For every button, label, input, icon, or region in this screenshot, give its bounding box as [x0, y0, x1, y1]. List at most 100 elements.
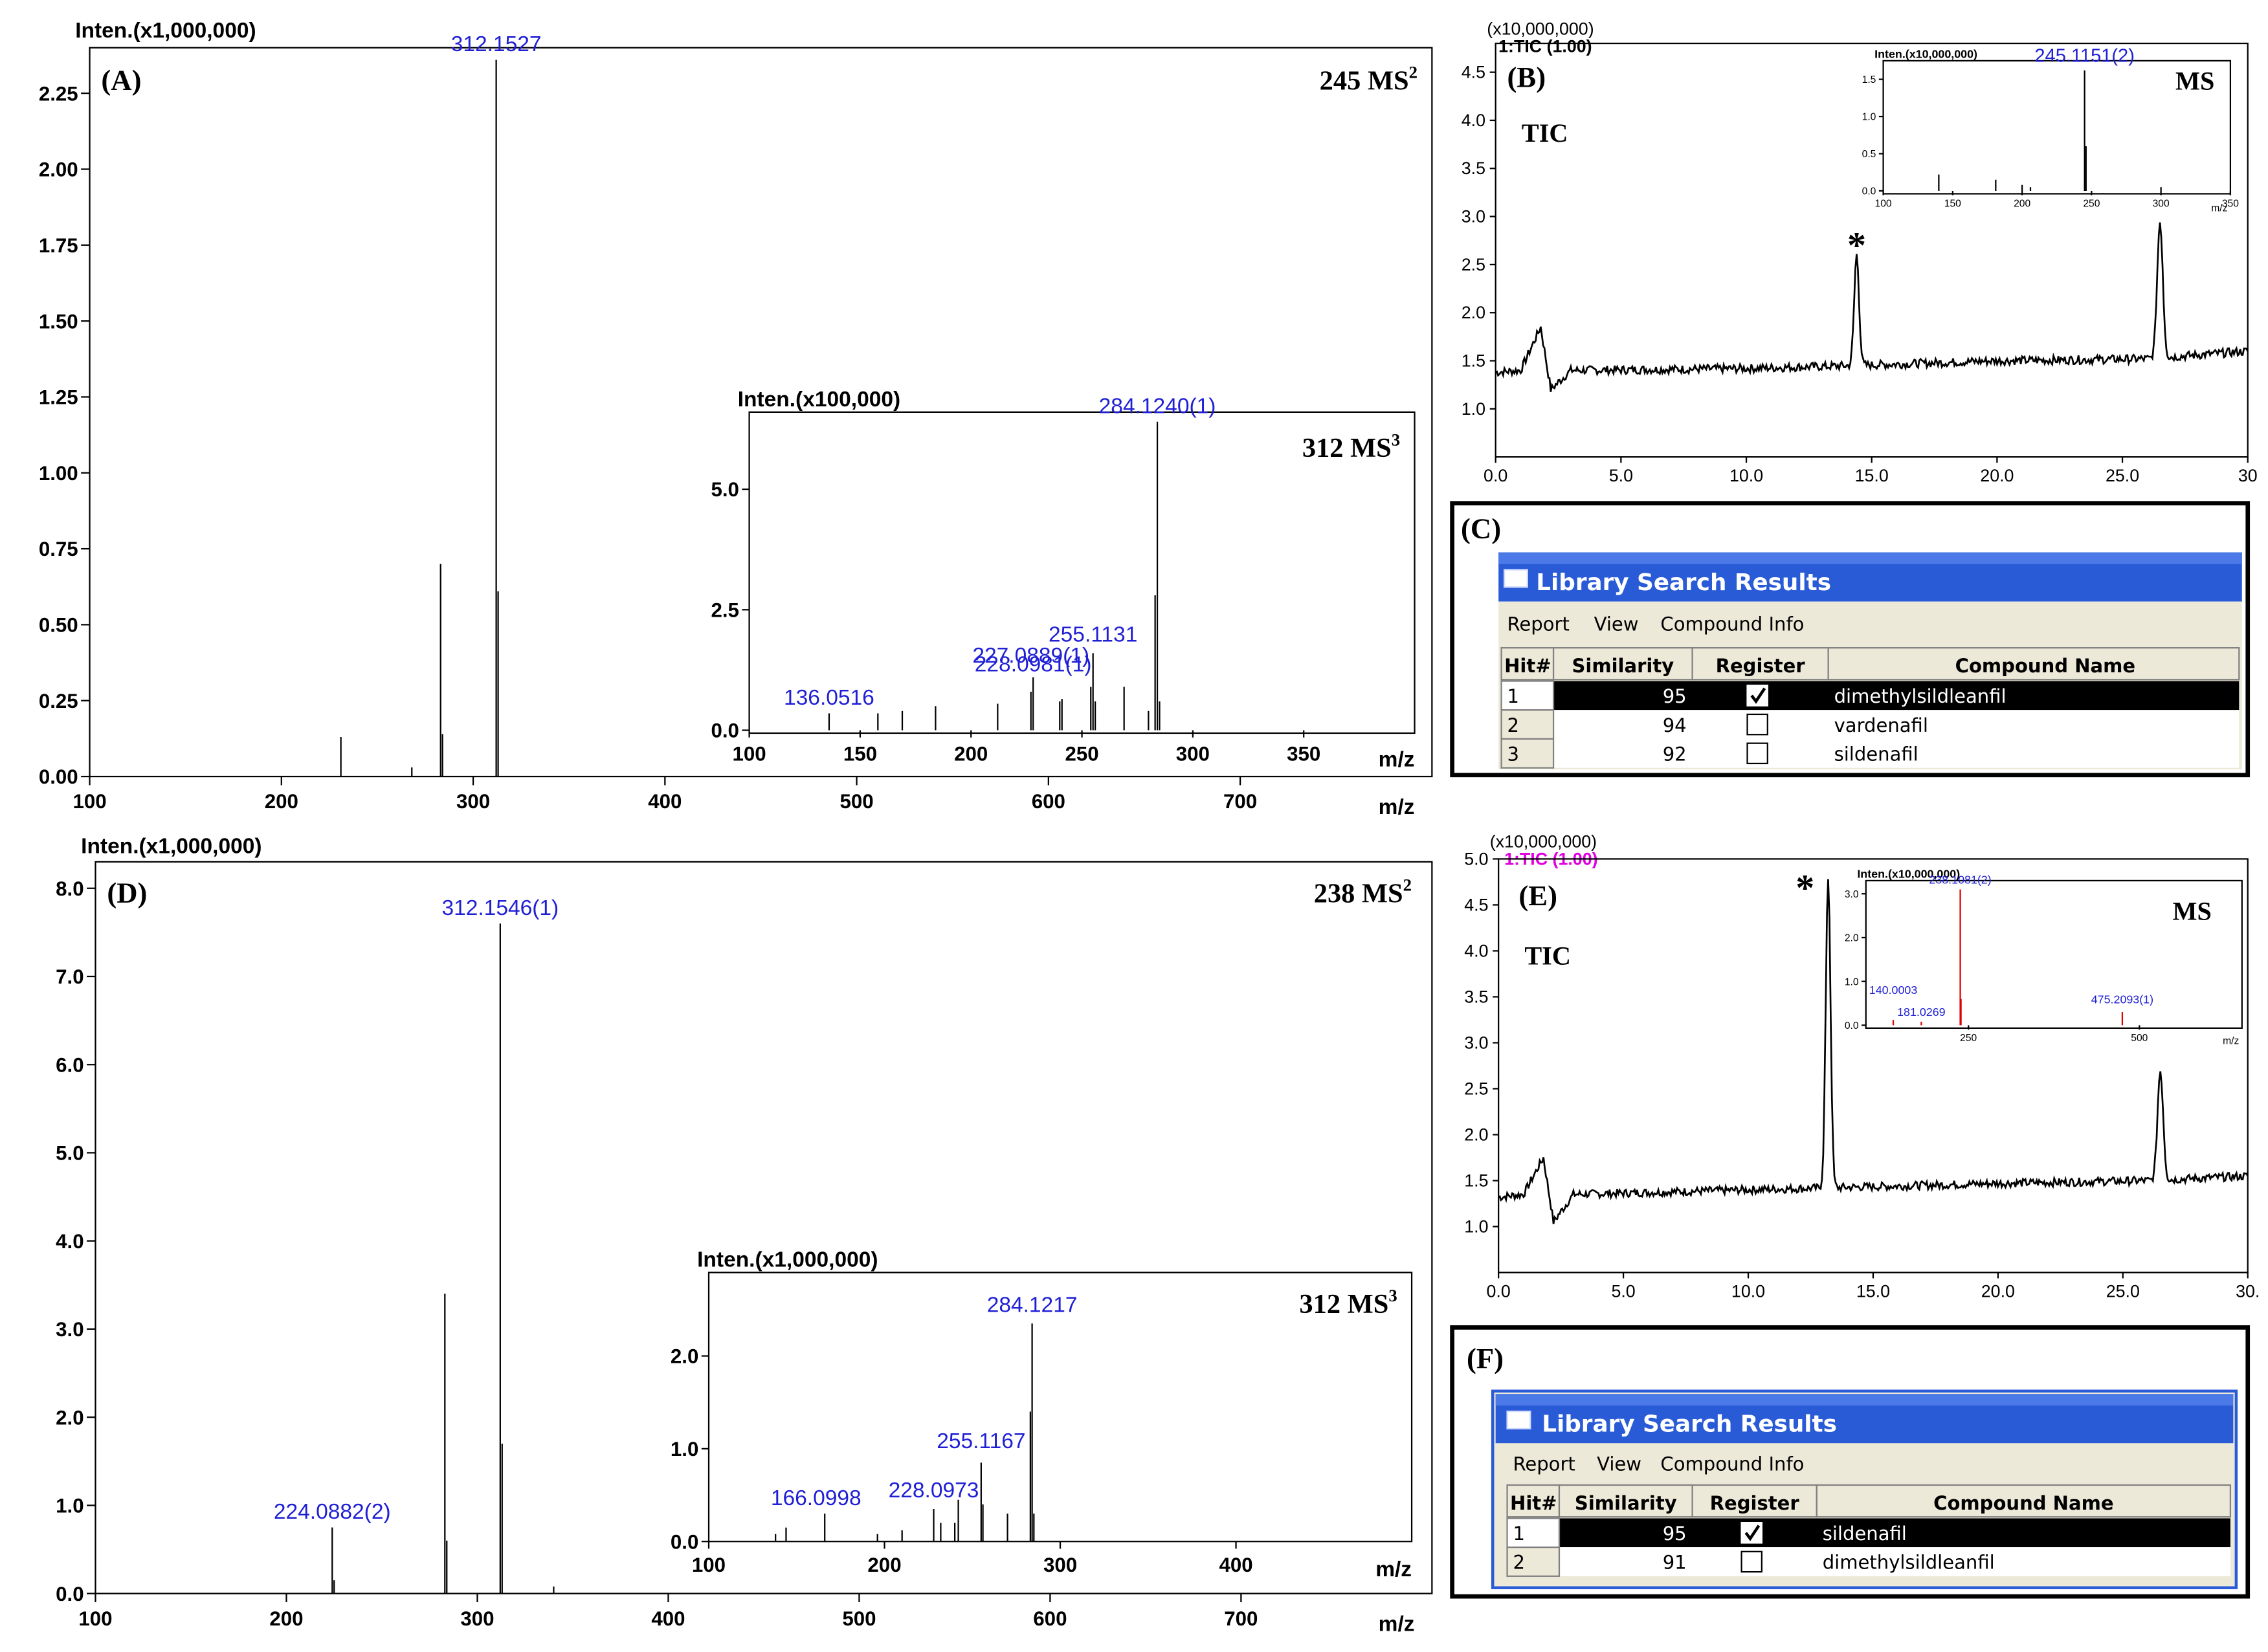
panel-f-menu-view[interactable]: View — [1597, 1453, 1641, 1475]
y-tick-label: 2.5 — [1462, 255, 1485, 274]
y-tick-label: 1.5 — [1862, 74, 1876, 85]
checkbox-checked-icon[interactable] — [1740, 1522, 1762, 1544]
result-row[interactable]: 3 92 sildenafil — [1500, 738, 2240, 769]
panel-b-label: (B) — [1507, 61, 1546, 93]
x-tick-label: 200 — [954, 742, 988, 765]
row-hit-cell — [1500, 709, 1555, 740]
result-row[interactable]: 2 91 dimethylsildleanfil — [1506, 1547, 2230, 1577]
panel-a-title: 245 MS2 — [1320, 63, 1418, 96]
panel-d-inset-y-ticks: 0.0 1.0 2.0 — [671, 1345, 709, 1553]
y-tick-label: 5.0 — [56, 1142, 83, 1165]
result-row[interactable]: 1 95 dimethylsildleanfil — [1500, 680, 2240, 711]
peak-label: 224.0882(2) — [274, 1500, 391, 1524]
panel-f-menu-compound-info[interactable]: Compound Info — [1660, 1453, 1804, 1475]
panel-e-inset-series-label: MS — [2173, 896, 2212, 925]
panel-f-label: (F) — [1467, 1342, 1504, 1374]
row-compound-name: vardenafil — [1834, 714, 1928, 736]
result-row[interactable]: 2 94 vardenafil — [1500, 709, 2240, 740]
panel-f-col-sim-header[interactable] — [1558, 1484, 1693, 1518]
y-tick-label: 3.0 — [1845, 889, 1859, 900]
panel-d-inset-title-sup: 3 — [1388, 1286, 1397, 1305]
panel-e-inset-xlabel: m/z — [2223, 1035, 2239, 1046]
panel-c-menu-view[interactable]: View — [1594, 613, 1639, 635]
y-tick-label: 1.00 — [39, 462, 78, 485]
y-tick-label: 1.0 — [1862, 112, 1876, 123]
panel-c-col-name-label: Compound Name — [1955, 655, 2135, 677]
panel-b-inset: Inten.(x10,000,000) MS m/z 0.00.51.01.5 … — [1862, 45, 2240, 214]
y-tick-label: 4.5 — [1462, 63, 1485, 82]
panel-d-xlabel: m/z — [1379, 1613, 1415, 1636]
checkbox-unchecked-icon[interactable] — [1740, 1550, 1762, 1573]
x-tick-label: 300 — [1176, 742, 1210, 765]
x-tick-label: 350 — [1287, 742, 1320, 765]
x-tick-label: 400 — [648, 790, 682, 813]
register-checkbox — [1746, 713, 1768, 736]
checkmark-icon — [1744, 1525, 1761, 1541]
x-tick-label: 400 — [651, 1607, 685, 1630]
panel-f-col-sim-label: Similarity — [1575, 1492, 1677, 1514]
panel-b: (x10,000,000) 1:TIC (1.00) (B) TIC 1.01.… — [1462, 19, 2258, 486]
x-tick-label: 350 — [2222, 199, 2239, 210]
x-tick-label: 150 — [843, 742, 877, 765]
checkbox-unchecked-icon[interactable] — [1746, 713, 1768, 736]
peak-label: 475.2093(1) — [2091, 993, 2153, 1006]
checkbox-unchecked-icon[interactable] — [1746, 742, 1768, 765]
peak-label: 166.0998 — [771, 1486, 862, 1510]
panel-c-col-sim-header[interactable] — [1552, 647, 1693, 681]
row-compound-name: dimethylsildleanfil — [1834, 685, 2007, 707]
panel-c-menu-compound-info[interactable]: Compound Info — [1660, 613, 1804, 635]
panel-a-inset: Inten.(x100,000) 312 MS3 m/z 0.0 2.5 5.0 1… — [711, 388, 1416, 771]
x-tick-label: 500 — [2131, 1033, 2148, 1044]
x-tick-label: 30 — [2238, 466, 2258, 485]
panel-e-series-label: TIC — [1524, 942, 1571, 971]
panel-f-col-name-header[interactable] — [1816, 1484, 2232, 1518]
checkbox-checked-icon[interactable] — [1746, 685, 1768, 707]
panel-c-col-name-header[interactable] — [1827, 647, 2240, 681]
panel-c-col-sim-label: Similarity — [1572, 655, 1674, 677]
row-hit-cell — [1506, 1547, 1561, 1577]
x-tick-label: 600 — [1032, 790, 1065, 813]
y-tick-label: 0.0 — [671, 1530, 698, 1553]
register-checkbox — [1746, 742, 1768, 765]
y-tick-label: 0.0 — [1862, 186, 1876, 197]
row-hit: 1 — [1513, 1523, 1524, 1545]
y-tick-label: 0.75 — [39, 538, 78, 560]
panel-b-plot-frame — [1495, 42, 2249, 458]
peak-label: 312.1546(1) — [441, 896, 559, 920]
panel-d-inset-x-ticks: 100 200 300 400 — [692, 1541, 1253, 1576]
y-tick-label: 0.0 — [711, 720, 739, 742]
panel-b-inset-xlabel: m/z — [2211, 203, 2227, 214]
panel-c-menubar — [1498, 601, 2242, 645]
y-tick-label: 7.0 — [56, 965, 83, 988]
panel-b-y-ticks: 1.0 1.5 2.0 2.5 3.0 3.5 4.0 4.5 — [1462, 63, 1496, 419]
x-tick-label: 20.0 — [1980, 466, 2014, 485]
panel-e-inset-annotations: 140.0003 181.0269 238.1081(2) 475.2093(1) — [1869, 874, 2153, 1019]
panel-a-title-text: 245 MS — [1320, 66, 1409, 96]
panel-a-inset-title-sup: 3 — [1392, 430, 1400, 449]
panel-b-inset-ylabel: Inten.(x10,000,000) — [1874, 47, 1977, 60]
panel-f-menu-report[interactable]: Report — [1513, 1453, 1575, 1475]
panel-f-col-hit-header[interactable] — [1506, 1484, 1561, 1518]
panel-c-menu-report[interactable]: Report — [1507, 613, 1570, 635]
panel-c-col-reg-header[interactable] — [1691, 647, 1829, 681]
x-tick-label: 200 — [2014, 199, 2030, 210]
panel-e-peak-marker: * — [1796, 867, 1814, 909]
y-tick-label: 0.50 — [39, 614, 78, 637]
panel-a-inset-xlabel: m/z — [1379, 747, 1415, 771]
row-similarity: 92 — [1663, 743, 1687, 765]
x-tick-label: 500 — [839, 790, 873, 813]
panel-b-inset-x-ticks: 100 150 200 250 300 350 — [1875, 190, 2239, 210]
panel-a-y-ticks: 0.00 0.25 0.50 0.75 1.00 1.25 1.50 1.75 2.00 2.25 — [39, 82, 90, 788]
peak-label: 228.0973 — [889, 1479, 979, 1503]
panel-b-inset-annotations: 245.1151(2) — [2034, 45, 2135, 66]
panel-d-y-ticks: 0.0 1.0 2.0 3.0 4.0 5.0 6.0 7.0 8.0 — [56, 877, 96, 1605]
panel-d-title-text: 238 MS — [1314, 878, 1403, 909]
panel-d-inset: Inten.(x1,000,000) 312 MS3 m/z 0.0 1.0 2.0… — [671, 1248, 1413, 1581]
result-row[interactable]: 1 95 sildenafil — [1506, 1517, 2230, 1548]
x-tick-label: 250 — [1065, 742, 1098, 765]
y-tick-label: 1.0 — [1845, 976, 1859, 987]
x-tick-label: 300 — [1043, 1554, 1077, 1576]
y-tick-label: 0.0 — [1845, 1020, 1859, 1031]
register-checkbox — [1740, 1550, 1762, 1573]
panel-f-col-reg-header[interactable] — [1691, 1484, 1818, 1518]
